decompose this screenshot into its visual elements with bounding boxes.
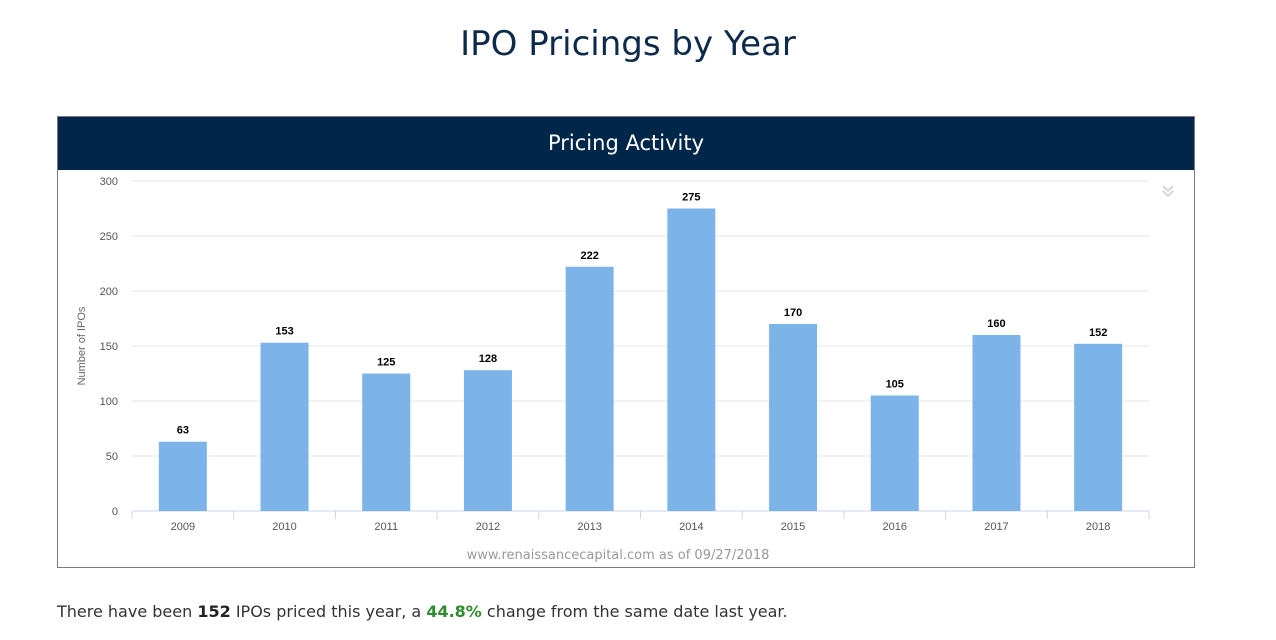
panel-header: Pricing Activity xyxy=(58,117,1194,170)
ipo-count: 152 xyxy=(197,602,231,621)
y-tick-label: 0 xyxy=(112,506,118,518)
data-label: 222 xyxy=(580,250,598,262)
x-tick-label: 2012 xyxy=(476,521,500,533)
data-label: 125 xyxy=(377,357,395,369)
data-label: 160 xyxy=(987,318,1005,330)
summary-middle: IPOs priced this year, a xyxy=(230,602,427,621)
x-tick-label: 2018 xyxy=(1086,521,1110,533)
y-tick-label: 50 xyxy=(106,451,118,463)
bar xyxy=(870,395,919,511)
bar xyxy=(463,370,512,511)
summary-prefix: There have been xyxy=(57,602,198,621)
data-label: 63 xyxy=(177,425,189,437)
data-label: 275 xyxy=(682,192,700,204)
data-label: 153 xyxy=(275,326,293,338)
y-tick-label: 300 xyxy=(100,176,118,188)
data-label: 128 xyxy=(479,353,497,365)
bar xyxy=(565,266,614,511)
bar xyxy=(972,335,1021,511)
bar xyxy=(260,342,309,511)
bar xyxy=(1074,343,1123,511)
bar xyxy=(667,208,716,511)
data-label: 170 xyxy=(784,307,802,319)
x-tick-label: 2009 xyxy=(171,521,195,533)
y-tick-label: 250 xyxy=(100,231,118,243)
y-tick-label: 200 xyxy=(100,286,118,298)
data-label: 105 xyxy=(886,379,904,391)
x-tick-label: 2016 xyxy=(883,521,907,533)
summary-suffix: change from the same date last year. xyxy=(481,602,788,621)
chart-credit: www.renaissancecapital.com as of 09/27/2… xyxy=(467,548,770,563)
bar xyxy=(362,373,411,511)
x-tick-label: 2015 xyxy=(781,521,805,533)
x-tick-label: 2014 xyxy=(679,521,703,533)
change-percent: 44.8% xyxy=(426,602,482,621)
bar xyxy=(158,441,207,511)
x-tick-label: 2011 xyxy=(374,521,398,533)
data-label: 152 xyxy=(1089,327,1107,339)
bar-chart: 0 50 100 150 200 250 300 Number of IPOs 63 2009 15… xyxy=(76,176,1150,563)
bar xyxy=(769,324,818,511)
chart-panel: Pricing Activity 0 50 100 150 200 250 300 Numbe… xyxy=(57,116,1195,568)
x-tick-label: 2017 xyxy=(984,521,1008,533)
chevron-double-down-icon[interactable] xyxy=(1161,184,1175,198)
y-axis-title: Number of IPOs xyxy=(76,306,88,385)
x-tick-label: 2010 xyxy=(272,521,296,533)
page-title: IPO Pricings by Year xyxy=(460,24,796,64)
x-tick-label: 2013 xyxy=(577,521,601,533)
summary-text: There have been 152 IPOs priced this yea… xyxy=(57,602,788,621)
y-tick-label: 150 xyxy=(100,341,118,353)
y-tick-label: 100 xyxy=(100,396,118,408)
